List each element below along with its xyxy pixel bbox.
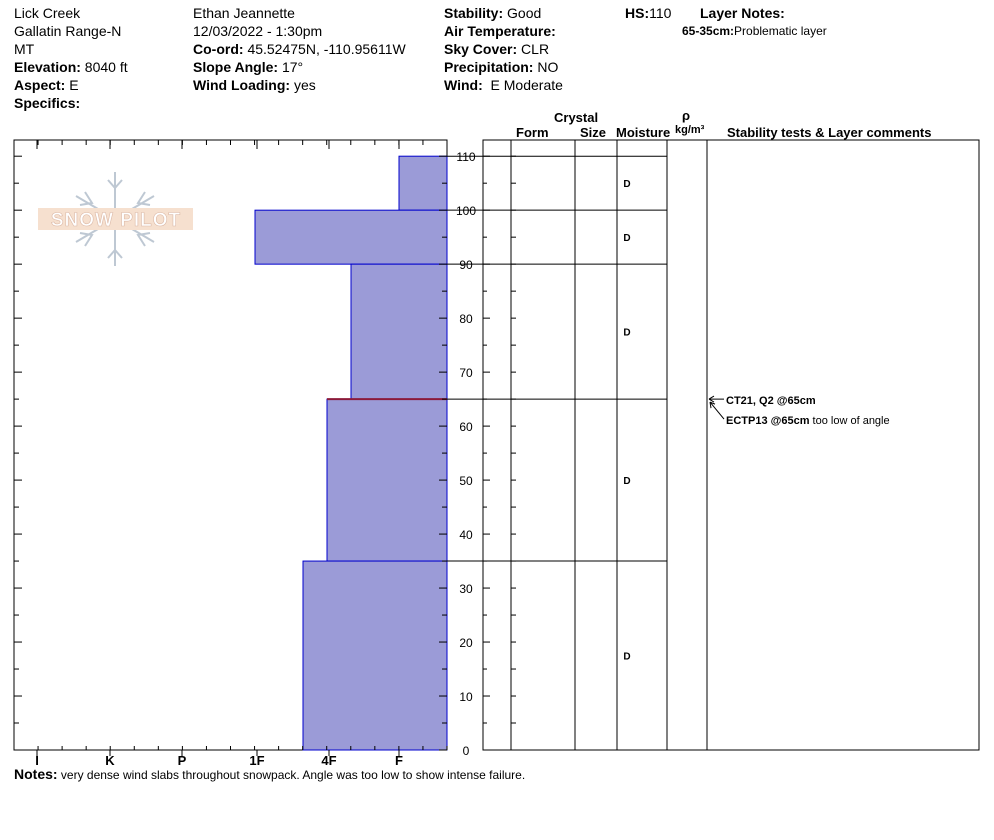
logo-text: SNOW PILOT — [51, 210, 181, 231]
sky-label: Sky Cover: — [444, 41, 518, 57]
hs-field: HS:110 — [625, 4, 671, 22]
stability-field: Stability: Good — [444, 4, 541, 22]
hardness-bar-2 — [350, 263, 448, 400]
moisture-value-2: D — [623, 328, 630, 339]
moisture-value-0: D — [623, 179, 630, 190]
wind-loading-field: Wind Loading: yes — [193, 76, 316, 94]
test-comment-1: CT21, Q2 @65cm — [726, 395, 816, 407]
depth-label-60: 60 — [459, 420, 473, 434]
moisture-header: Moisture — [616, 125, 671, 140]
logo-band — [38, 208, 193, 230]
coord-value: 45.52475N, -110.95611W — [247, 41, 406, 57]
test-arrow-2 — [709, 401, 725, 420]
slope-value: 17° — [281, 59, 304, 75]
slope-label: Slope Angle: — [193, 59, 279, 75]
air-temp-field: Air Temperature: — [444, 22, 556, 40]
state-name: MT — [14, 41, 35, 57]
hardness-label-1F: 1F — [249, 753, 264, 768]
stability-label: Stability: — [444, 5, 504, 21]
hardness-label-I: I — [35, 753, 39, 768]
density-unit-header: kg/m³ — [675, 124, 705, 136]
wind-field: Wind: E Moderate — [444, 76, 563, 94]
layer-note-text: Problematic layer — [734, 24, 827, 38]
stability-value: Good — [507, 5, 542, 21]
hardness-label-4F: 4F — [321, 753, 336, 768]
coord-field: Co-ord: 45.52475N, -110.95611W — [193, 40, 406, 58]
hardness-bar-4 — [302, 560, 448, 751]
coord-label: Co-ord: — [193, 41, 244, 57]
aspect-field: Aspect: E — [14, 76, 79, 94]
test-comment-2: ECTP13 @65cm too low of angle — [726, 415, 890, 427]
depth-label-110: 110 — [456, 150, 475, 164]
depth-label-50: 50 — [459, 474, 473, 488]
aspect-label: Aspect: — [14, 77, 66, 93]
wind-value: E Moderate — [490, 77, 563, 93]
observer-name: Ethan Jeannette — [193, 5, 295, 21]
range-name: Gallatin Range-N — [14, 23, 122, 39]
comments-frame — [706, 139, 980, 751]
elevation-label: Elevation: — [14, 59, 81, 75]
elevation-field: Elevation: 8040 ft — [14, 58, 128, 76]
moisture-value-1: D — [623, 233, 630, 244]
wind-label: Wind: — [444, 77, 483, 93]
wind-loading-label: Wind Loading: — [193, 77, 291, 93]
rho-header: ρ — [682, 108, 691, 123]
crystal-header: Crystal — [554, 110, 599, 125]
notes: Notes: very dense wind slabs throughout … — [14, 766, 525, 782]
depth-label-0: 0 — [463, 744, 470, 758]
sky-value: CLR — [521, 41, 550, 57]
form-header: Form — [516, 125, 549, 140]
snowpilot-logo: SNOW PILOT — [38, 172, 193, 266]
sky-field: Sky Cover: CLR — [444, 40, 549, 58]
hs-value: 110 — [649, 5, 672, 21]
depth-label-100: 100 — [456, 204, 476, 218]
elevation-value: 8040 ft — [84, 59, 128, 75]
wind-loading-value: yes — [293, 77, 316, 93]
hardness-label-K: K — [105, 753, 115, 768]
layer-note-range: 65-35cm: — [682, 24, 735, 38]
layer-note: 65-35cm:Problematic layer — [682, 24, 827, 38]
moisture-value-4: D — [623, 652, 630, 663]
size-header: Size — [580, 125, 607, 140]
depth-label-80: 80 — [459, 312, 473, 326]
hardness-label-F: F — [395, 753, 403, 768]
notes-label: Notes: — [14, 766, 58, 782]
hs-label: HS: — [625, 5, 650, 21]
hardness-bar-0 — [398, 155, 448, 211]
layer-table: D D D D D — [447, 139, 708, 751]
test-arrowhead-2 — [709, 401, 716, 409]
specifics-label: Specifics: — [14, 95, 81, 111]
aspect-value: E — [69, 77, 79, 93]
depth-label-90: 90 — [459, 258, 473, 272]
slope-field: Slope Angle: 17° — [193, 58, 303, 76]
specifics-field: Specifics: — [14, 94, 80, 112]
hardness-bar-1 — [254, 209, 448, 265]
depth-label-40: 40 — [459, 528, 473, 542]
comments-box — [706, 139, 980, 751]
depth-label-30: 30 — [459, 582, 473, 596]
depth-label-70: 70 — [459, 366, 473, 380]
table-frame — [482, 139, 708, 751]
hardness-bar-3 — [326, 398, 448, 562]
depth-label-20: 20 — [459, 636, 473, 650]
location-name: Lick Creek — [14, 5, 81, 21]
stability-comments-header: Stability tests & Layer comments — [727, 125, 932, 140]
test-arrowhead-1 — [708, 395, 715, 403]
hardness-plot: I K P 1F 4F F 0 10 20 30 40 50 60 70 80 90 100 110 — [13, 139, 476, 768]
precip-value: NO — [537, 59, 559, 75]
hardness-label-P: P — [178, 753, 187, 768]
precip-label: Precipitation: — [444, 59, 534, 75]
moisture-value-3: D — [623, 476, 630, 487]
layer-notes-title: Layer Notes: — [700, 5, 785, 21]
precip-field: Precipitation: NO — [444, 58, 558, 76]
depth-label-10: 10 — [459, 690, 473, 704]
air-temp-label: Air Temperature: — [444, 23, 556, 39]
observation-datetime: 12/03/2022 - 1:30pm — [193, 23, 323, 39]
notes-text: very dense wind slabs throughout snowpac… — [60, 768, 526, 782]
